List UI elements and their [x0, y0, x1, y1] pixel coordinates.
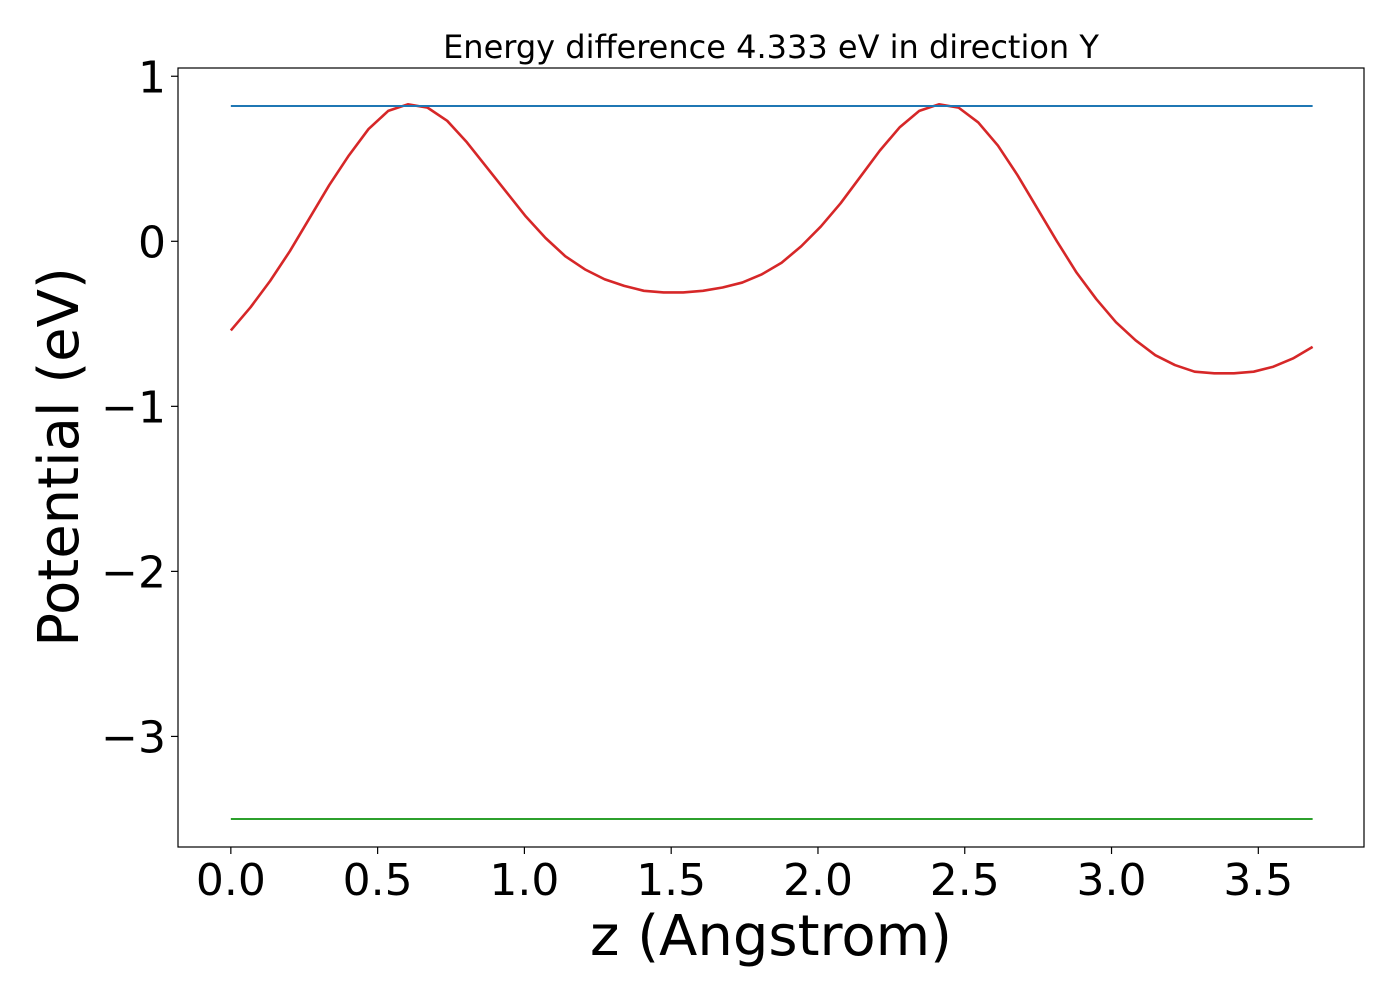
x-tick-label: 0.0 [196, 855, 266, 906]
series-line-1 [229, 103, 1314, 375]
y-axis-label: Potential (eV) [27, 267, 92, 647]
plot-frame [177, 67, 1365, 848]
y-tick-label: 0 [138, 217, 166, 268]
x-tick-label: 2.0 [783, 855, 853, 906]
y-axis: 1 0 −1 −2 −3 [101, 52, 178, 763]
x-tick-label: 1.0 [489, 855, 559, 906]
y-tick-label: −1 [101, 382, 166, 433]
x-tick-label: 1.5 [636, 855, 706, 906]
plot-area [229, 103, 1314, 820]
x-tick-label: 3.0 [1077, 855, 1147, 906]
y-tick-label: −2 [101, 547, 166, 598]
x-tick-label: 0.5 [343, 855, 413, 906]
x-axis: 0.0 0.5 1.0 1.5 2.0 2.5 3.0 3.5 [196, 847, 1293, 906]
x-tick-label: 3.5 [1223, 855, 1293, 906]
x-tick-label: 2.5 [930, 855, 1000, 906]
chart-title: Energy difference 4.333 eV in direction … [443, 28, 1099, 66]
y-tick-label: −3 [101, 712, 166, 763]
y-tick-label: 1 [138, 52, 166, 103]
x-axis-label: z (Angstrom) [590, 904, 952, 969]
